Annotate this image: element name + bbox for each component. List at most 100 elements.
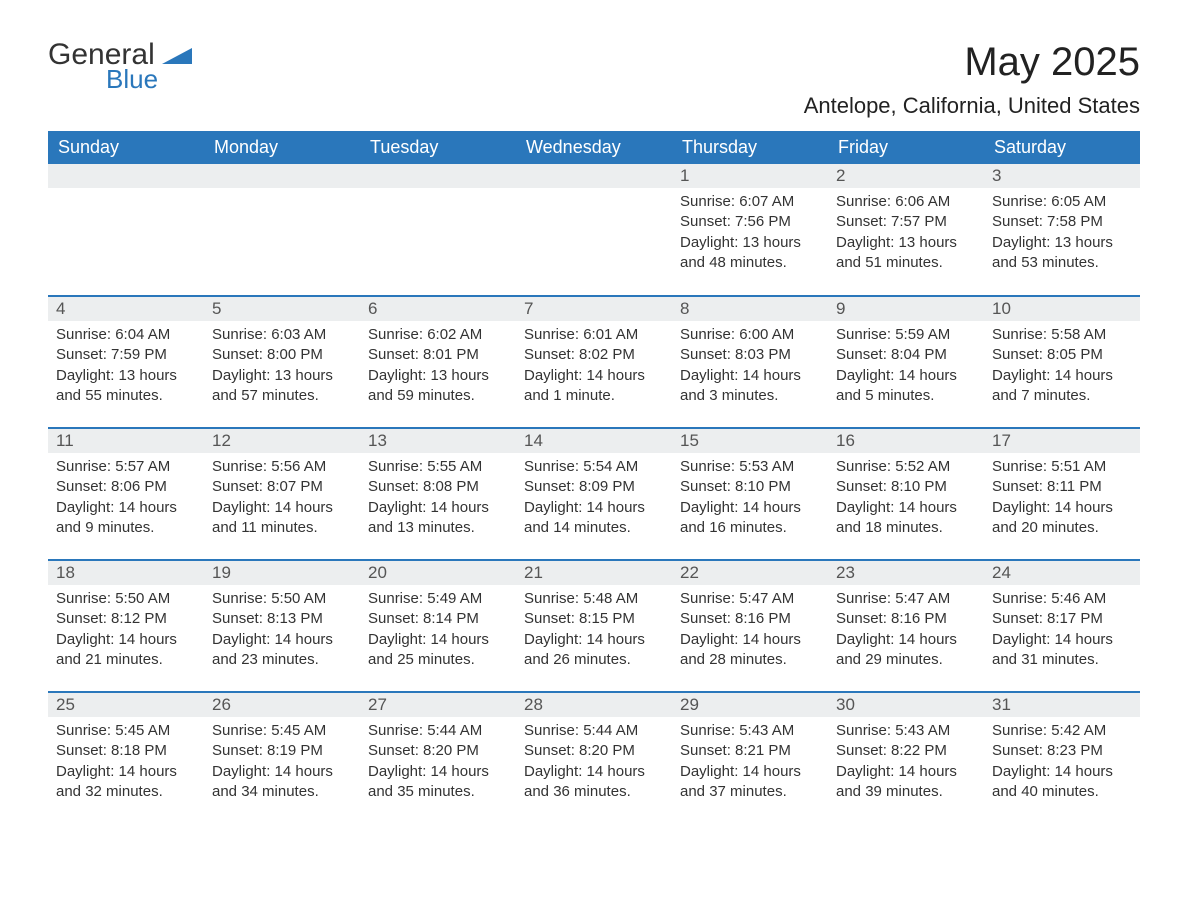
day-number: 10	[984, 297, 1140, 321]
calendar-day-cell: 30Sunrise: 5:43 AMSunset: 8:22 PMDayligh…	[828, 692, 984, 824]
day-details: Sunrise: 5:54 AMSunset: 8:09 PMDaylight:…	[516, 453, 672, 546]
calendar-day-cell	[204, 164, 360, 296]
calendar-week-row: 11Sunrise: 5:57 AMSunset: 8:06 PMDayligh…	[48, 428, 1140, 560]
daylight-line: Daylight: 14 hours and 11 minutes.	[212, 498, 352, 539]
day-details: Sunrise: 6:05 AMSunset: 7:58 PMDaylight:…	[984, 188, 1140, 281]
weekday-header: Wednesday	[516, 131, 672, 164]
day-details: Sunrise: 5:51 AMSunset: 8:11 PMDaylight:…	[984, 453, 1140, 546]
daylight-line: Daylight: 14 hours and 13 minutes.	[368, 498, 508, 539]
day-number: 20	[360, 561, 516, 585]
weekday-header: Tuesday	[360, 131, 516, 164]
daylight-line: Daylight: 14 hours and 39 minutes.	[836, 762, 976, 803]
sunset-line: Sunset: 8:20 PM	[524, 741, 664, 761]
daylight-line: Daylight: 14 hours and 29 minutes.	[836, 630, 976, 671]
sunrise-line: Sunrise: 5:58 AM	[992, 325, 1132, 345]
calendar-day-cell	[360, 164, 516, 296]
sunrise-line: Sunrise: 5:47 AM	[680, 589, 820, 609]
daylight-line: Daylight: 14 hours and 18 minutes.	[836, 498, 976, 539]
calendar-day-cell: 18Sunrise: 5:50 AMSunset: 8:12 PMDayligh…	[48, 560, 204, 692]
day-details: Sunrise: 5:45 AMSunset: 8:19 PMDaylight:…	[204, 717, 360, 810]
sunset-line: Sunset: 8:13 PM	[212, 609, 352, 629]
calendar-day-cell: 3Sunrise: 6:05 AMSunset: 7:58 PMDaylight…	[984, 164, 1140, 296]
calendar-week-row: 18Sunrise: 5:50 AMSunset: 8:12 PMDayligh…	[48, 560, 1140, 692]
daylight-line: Daylight: 14 hours and 5 minutes.	[836, 366, 976, 407]
daylight-line: Daylight: 14 hours and 3 minutes.	[680, 366, 820, 407]
day-number: 19	[204, 561, 360, 585]
weekday-header: Monday	[204, 131, 360, 164]
day-number: 14	[516, 429, 672, 453]
daylight-line: Daylight: 14 hours and 28 minutes.	[680, 630, 820, 671]
daylight-line: Daylight: 14 hours and 32 minutes.	[56, 762, 196, 803]
sunrise-line: Sunrise: 5:46 AM	[992, 589, 1132, 609]
calendar-day-cell: 5Sunrise: 6:03 AMSunset: 8:00 PMDaylight…	[204, 296, 360, 428]
calendar-day-cell: 29Sunrise: 5:43 AMSunset: 8:21 PMDayligh…	[672, 692, 828, 824]
sunrise-line: Sunrise: 5:59 AM	[836, 325, 976, 345]
day-number: 8	[672, 297, 828, 321]
calendar-day-cell: 22Sunrise: 5:47 AMSunset: 8:16 PMDayligh…	[672, 560, 828, 692]
calendar-week-row: 1Sunrise: 6:07 AMSunset: 7:56 PMDaylight…	[48, 164, 1140, 296]
day-number-empty	[48, 164, 204, 188]
sunrise-line: Sunrise: 6:00 AM	[680, 325, 820, 345]
day-details: Sunrise: 6:00 AMSunset: 8:03 PMDaylight:…	[672, 321, 828, 414]
sunrise-line: Sunrise: 5:48 AM	[524, 589, 664, 609]
sunset-line: Sunset: 8:12 PM	[56, 609, 196, 629]
sunrise-line: Sunrise: 5:45 AM	[212, 721, 352, 741]
day-number-empty	[516, 164, 672, 188]
day-details: Sunrise: 5:50 AMSunset: 8:13 PMDaylight:…	[204, 585, 360, 678]
calendar-week-row: 25Sunrise: 5:45 AMSunset: 8:18 PMDayligh…	[48, 692, 1140, 824]
daylight-line: Daylight: 14 hours and 37 minutes.	[680, 762, 820, 803]
calendar-day-cell: 28Sunrise: 5:44 AMSunset: 8:20 PMDayligh…	[516, 692, 672, 824]
calendar-day-cell: 10Sunrise: 5:58 AMSunset: 8:05 PMDayligh…	[984, 296, 1140, 428]
calendar-day-cell	[48, 164, 204, 296]
logo: General Blue	[48, 40, 196, 92]
daylight-line: Daylight: 14 hours and 20 minutes.	[992, 498, 1132, 539]
day-number: 30	[828, 693, 984, 717]
day-number-empty	[204, 164, 360, 188]
calendar-day-cell: 13Sunrise: 5:55 AMSunset: 8:08 PMDayligh…	[360, 428, 516, 560]
day-number: 5	[204, 297, 360, 321]
calendar-day-cell: 1Sunrise: 6:07 AMSunset: 7:56 PMDaylight…	[672, 164, 828, 296]
sunrise-line: Sunrise: 5:47 AM	[836, 589, 976, 609]
sunset-line: Sunset: 8:07 PM	[212, 477, 352, 497]
daylight-line: Daylight: 14 hours and 9 minutes.	[56, 498, 196, 539]
day-details: Sunrise: 5:48 AMSunset: 8:15 PMDaylight:…	[516, 585, 672, 678]
daylight-line: Daylight: 14 hours and 23 minutes.	[212, 630, 352, 671]
sunrise-line: Sunrise: 5:43 AM	[680, 721, 820, 741]
daylight-line: Daylight: 14 hours and 7 minutes.	[992, 366, 1132, 407]
calendar-day-cell: 16Sunrise: 5:52 AMSunset: 8:10 PMDayligh…	[828, 428, 984, 560]
sunrise-line: Sunrise: 5:52 AM	[836, 457, 976, 477]
sunset-line: Sunset: 8:08 PM	[368, 477, 508, 497]
day-details: Sunrise: 6:01 AMSunset: 8:02 PMDaylight:…	[516, 321, 672, 414]
day-details: Sunrise: 5:43 AMSunset: 8:21 PMDaylight:…	[672, 717, 828, 810]
weekday-header-row: SundayMondayTuesdayWednesdayThursdayFrid…	[48, 131, 1140, 164]
sunset-line: Sunset: 8:02 PM	[524, 345, 664, 365]
day-number: 27	[360, 693, 516, 717]
day-number: 4	[48, 297, 204, 321]
day-number: 28	[516, 693, 672, 717]
daylight-line: Daylight: 13 hours and 55 minutes.	[56, 366, 196, 407]
calendar-day-cell: 17Sunrise: 5:51 AMSunset: 8:11 PMDayligh…	[984, 428, 1140, 560]
sunset-line: Sunset: 8:15 PM	[524, 609, 664, 629]
day-number: 6	[360, 297, 516, 321]
weekday-header: Saturday	[984, 131, 1140, 164]
sunrise-line: Sunrise: 5:50 AM	[212, 589, 352, 609]
day-number-empty	[360, 164, 516, 188]
sunrise-line: Sunrise: 6:07 AM	[680, 192, 820, 212]
calendar-day-cell: 15Sunrise: 5:53 AMSunset: 8:10 PMDayligh…	[672, 428, 828, 560]
calendar-day-cell: 4Sunrise: 6:04 AMSunset: 7:59 PMDaylight…	[48, 296, 204, 428]
calendar-day-cell: 7Sunrise: 6:01 AMSunset: 8:02 PMDaylight…	[516, 296, 672, 428]
day-details: Sunrise: 6:03 AMSunset: 8:00 PMDaylight:…	[204, 321, 360, 414]
weekday-header: Friday	[828, 131, 984, 164]
day-number: 7	[516, 297, 672, 321]
day-details: Sunrise: 5:45 AMSunset: 8:18 PMDaylight:…	[48, 717, 204, 810]
daylight-line: Daylight: 14 hours and 26 minutes.	[524, 630, 664, 671]
calendar-day-cell: 27Sunrise: 5:44 AMSunset: 8:20 PMDayligh…	[360, 692, 516, 824]
sunrise-line: Sunrise: 5:49 AM	[368, 589, 508, 609]
day-number: 15	[672, 429, 828, 453]
day-number: 12	[204, 429, 360, 453]
day-details: Sunrise: 5:47 AMSunset: 8:16 PMDaylight:…	[672, 585, 828, 678]
daylight-line: Daylight: 14 hours and 14 minutes.	[524, 498, 664, 539]
calendar-day-cell: 14Sunrise: 5:54 AMSunset: 8:09 PMDayligh…	[516, 428, 672, 560]
daylight-line: Daylight: 13 hours and 53 minutes.	[992, 233, 1132, 274]
daylight-line: Daylight: 14 hours and 40 minutes.	[992, 762, 1132, 803]
